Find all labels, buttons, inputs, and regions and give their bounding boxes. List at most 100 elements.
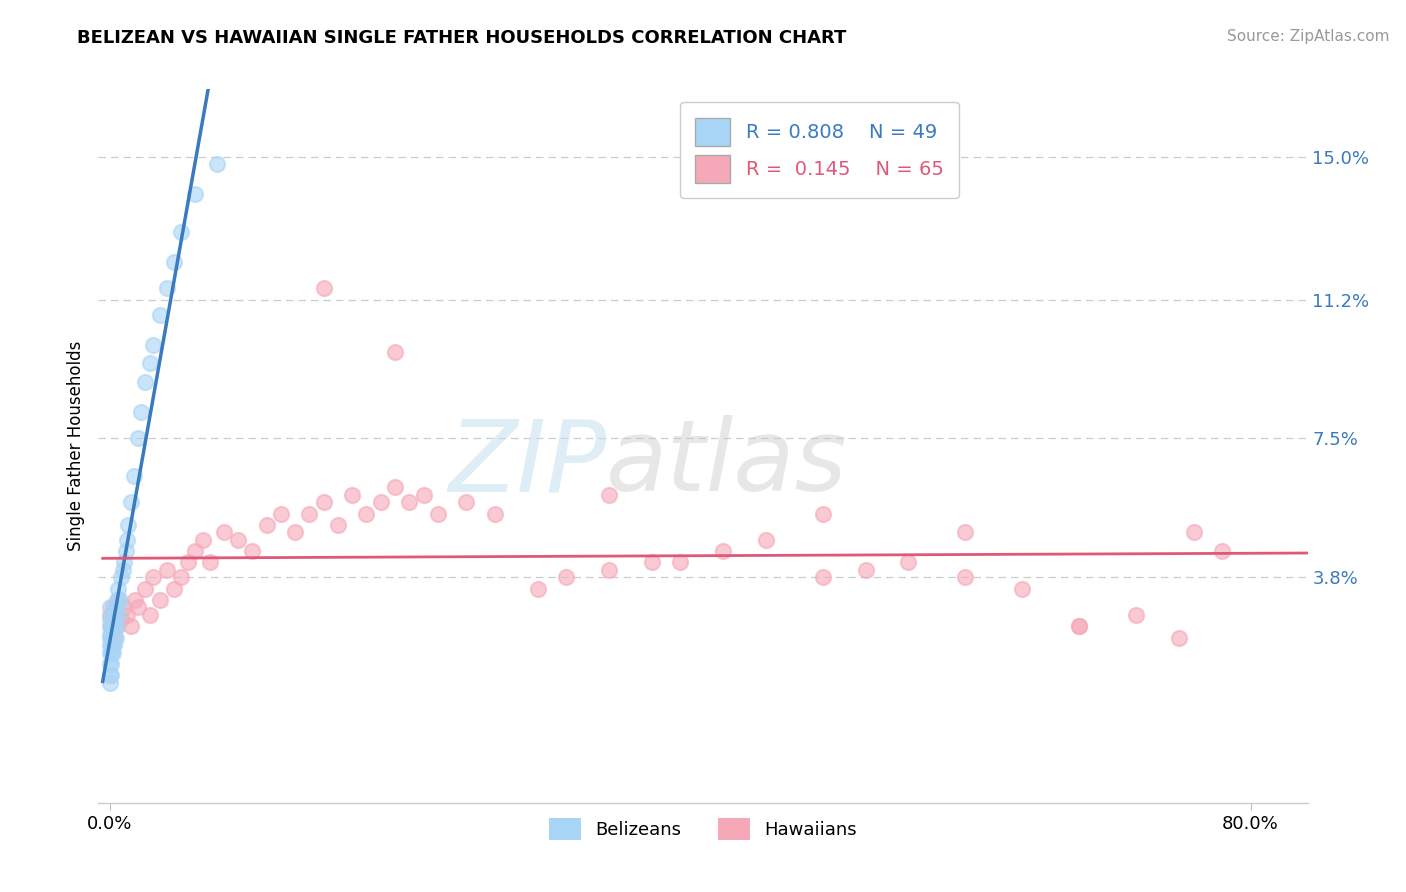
Point: [98, 607, 121, 622]
Point: [101, 619, 124, 633]
Point: [711, 544, 734, 558]
Point: [100, 638, 122, 652]
Point: [177, 556, 200, 570]
Point: [212, 525, 235, 540]
Point: [384, 480, 406, 494]
Point: [170, 570, 193, 584]
Point: [100, 657, 122, 671]
Point: [120, 619, 142, 633]
Point: [108, 593, 131, 607]
Point: [105, 619, 128, 633]
Y-axis label: Single Father Households: Single Father Households: [66, 341, 84, 551]
Point: [184, 187, 207, 202]
Point: [484, 507, 506, 521]
Point: [107, 582, 129, 596]
Point: [103, 638, 125, 652]
Point: [134, 582, 156, 596]
Point: [1069, 619, 1091, 633]
Point: [122, 469, 145, 483]
Point: [101, 607, 124, 622]
Point: [1182, 525, 1205, 540]
Point: [298, 507, 321, 521]
Point: [205, 157, 228, 171]
Point: [107, 607, 129, 622]
Point: [134, 375, 156, 389]
Point: [270, 507, 292, 521]
Point: [98, 619, 121, 633]
Point: [226, 533, 249, 547]
Point: [100, 646, 122, 660]
Point: [98, 638, 121, 652]
Point: [111, 563, 134, 577]
Point: [100, 619, 122, 633]
Point: [142, 570, 165, 584]
Point: [98, 675, 121, 690]
Point: [142, 337, 165, 351]
Point: [112, 556, 135, 570]
Point: [98, 631, 121, 645]
Text: ZIP: ZIP: [449, 416, 606, 512]
Point: [104, 631, 127, 645]
Point: [115, 607, 138, 622]
Point: [101, 600, 124, 615]
Point: [342, 488, 364, 502]
Point: [129, 405, 152, 419]
Point: [163, 255, 186, 269]
Point: [755, 533, 778, 547]
Text: BELIZEAN VS HAWAIIAN SINGLE FATHER HOUSEHOLDS CORRELATION CHART: BELIZEAN VS HAWAIIAN SINGLE FATHER HOUSE…: [77, 29, 846, 46]
Point: [110, 612, 132, 626]
Point: [412, 488, 434, 502]
Point: [955, 525, 977, 540]
Point: [312, 495, 335, 509]
Point: [156, 281, 179, 295]
Point: [598, 563, 620, 577]
Point: [170, 225, 193, 239]
Point: [1069, 619, 1091, 633]
Point: [370, 495, 392, 509]
Point: [1168, 631, 1191, 645]
Text: atlas: atlas: [606, 416, 848, 512]
Point: [98, 627, 121, 641]
Point: [426, 507, 449, 521]
Point: [115, 533, 138, 547]
Point: [198, 556, 221, 570]
Point: [105, 619, 128, 633]
Point: [356, 507, 378, 521]
Point: [105, 593, 128, 607]
Point: [120, 495, 142, 509]
Point: [669, 556, 692, 570]
Point: [117, 517, 139, 532]
Point: [256, 517, 278, 532]
Point: [98, 657, 121, 671]
Point: [139, 607, 162, 622]
Point: [127, 600, 149, 615]
Point: [811, 507, 834, 521]
Point: [640, 556, 662, 570]
Point: [100, 668, 122, 682]
Point: [149, 308, 172, 322]
Legend: Belizeans, Hawaiians: Belizeans, Hawaiians: [541, 811, 865, 847]
Point: [103, 607, 125, 622]
Point: [555, 570, 578, 584]
Point: [100, 631, 122, 645]
Point: [104, 607, 127, 622]
Point: [127, 432, 149, 446]
Point: [384, 345, 406, 359]
Point: [897, 556, 920, 570]
Point: [156, 563, 179, 577]
Point: [163, 582, 186, 596]
Point: [598, 488, 620, 502]
Point: [100, 619, 122, 633]
Point: [855, 563, 877, 577]
Point: [114, 544, 136, 558]
Point: [98, 600, 121, 615]
Point: [326, 517, 349, 532]
Point: [112, 600, 135, 615]
Point: [110, 570, 132, 584]
Point: [1211, 544, 1233, 558]
Point: [103, 619, 125, 633]
Point: [811, 570, 834, 584]
Text: Source: ZipAtlas.com: Source: ZipAtlas.com: [1226, 29, 1389, 44]
Point: [1125, 607, 1147, 622]
Point: [312, 281, 335, 295]
